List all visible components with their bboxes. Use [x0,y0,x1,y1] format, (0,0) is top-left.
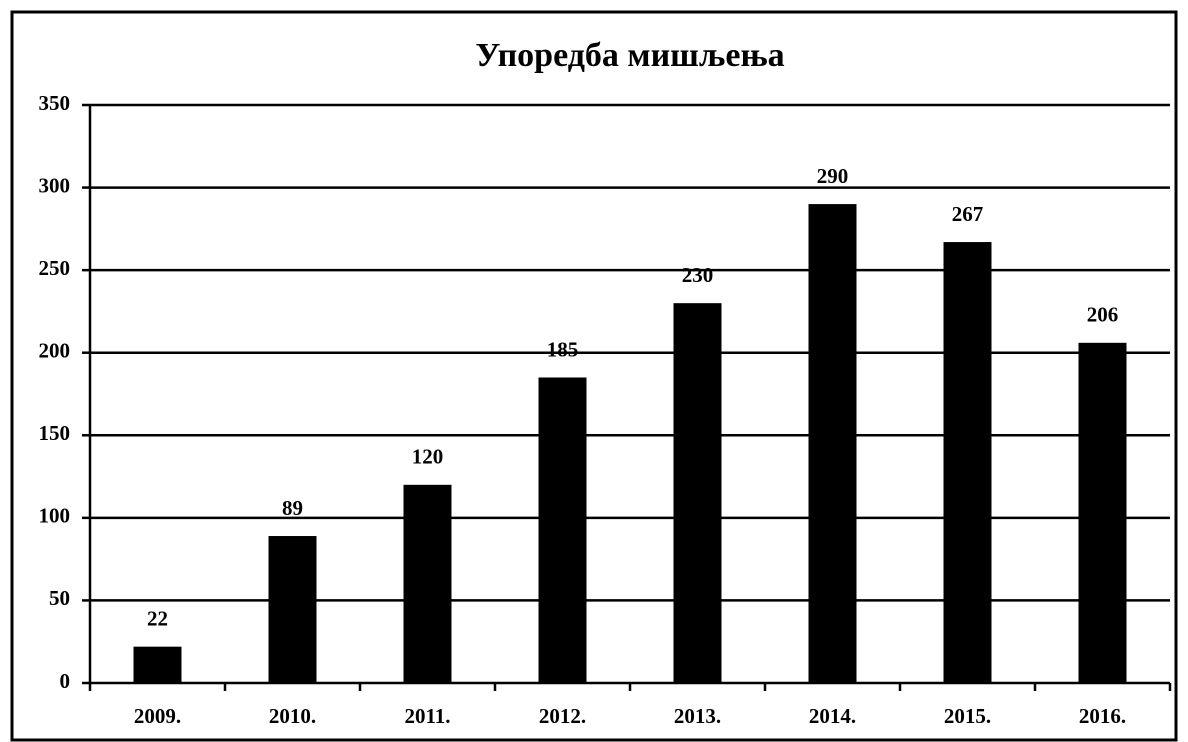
x-tick-label: 2016. [1079,704,1126,728]
x-tick-label: 2009. [134,704,181,728]
data-label: 120 [412,445,444,469]
data-label: 185 [547,337,579,361]
x-tick-label: 2013. [674,704,721,728]
chart-border [10,10,1178,742]
x-tick-label: 2015. [944,704,991,728]
data-label: 206 [1087,303,1119,327]
y-tick-label: 100 [39,504,71,528]
y-tick-label: 50 [49,586,70,610]
bar [133,646,182,683]
y-tick-label: 0 [60,669,71,693]
y-tick-label: 250 [39,256,71,280]
x-tick-label: 2012. [539,704,586,728]
data-label: 230 [682,263,714,287]
x-tick-label: 2014. [809,704,856,728]
y-tick-label: 350 [39,91,71,115]
data-label: 290 [817,164,849,188]
bar [808,204,857,684]
data-label: 22 [147,606,168,630]
data-label: 267 [952,202,984,226]
y-tick-label: 150 [39,421,71,445]
bar [538,377,587,683]
data-label: 89 [282,496,303,520]
bar [943,242,992,683]
chart-title: Упоредба мишљења [475,37,784,74]
bar [673,303,722,683]
x-tick-label: 2010. [269,704,316,728]
bar [1078,342,1127,683]
y-tick-label: 300 [39,173,71,197]
bar [403,484,452,683]
x-tick-label: 2011. [404,704,450,728]
bar [268,536,317,683]
y-tick-label: 200 [39,339,71,363]
